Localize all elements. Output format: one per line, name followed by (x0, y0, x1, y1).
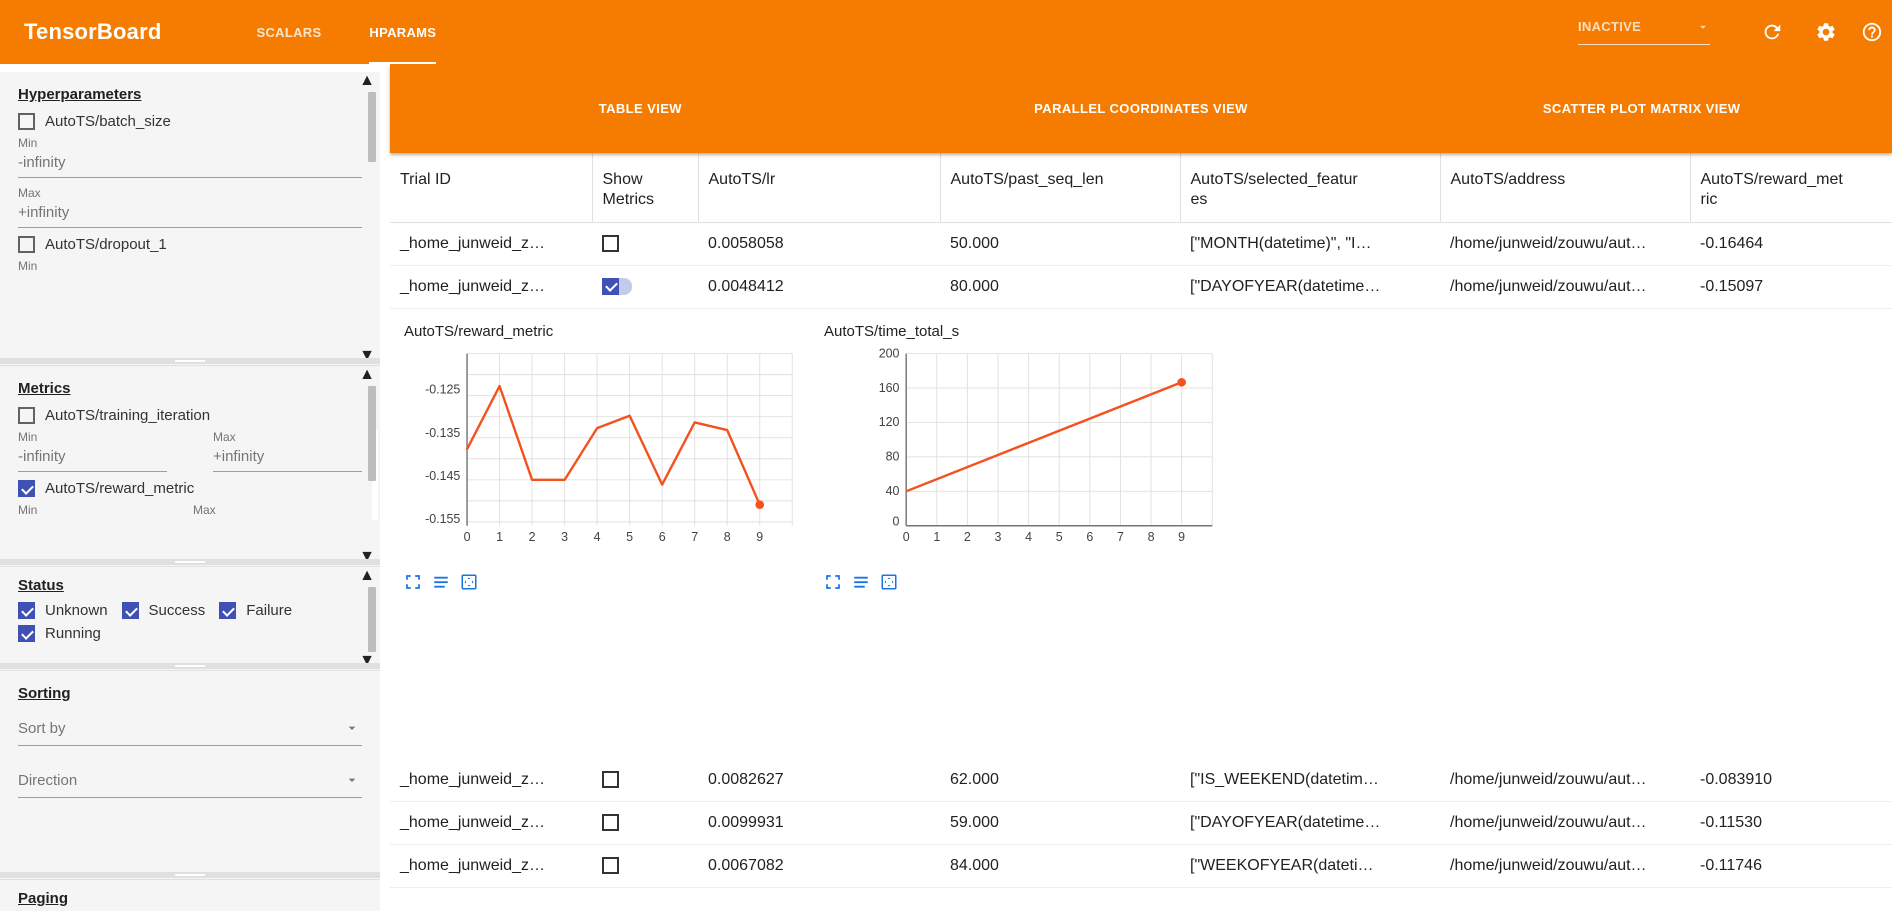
svg-text:80: 80 (886, 450, 900, 464)
svg-text:4: 4 (594, 530, 601, 544)
svg-text:0: 0 (464, 530, 471, 544)
svg-text:-0.145: -0.145 (425, 469, 460, 483)
svg-text:9: 9 (1178, 530, 1185, 544)
svg-text:7: 7 (1117, 530, 1124, 544)
svg-text:40: 40 (886, 484, 900, 498)
svg-text:2: 2 (964, 530, 971, 544)
svg-text:7: 7 (691, 530, 698, 544)
svg-text:0: 0 (903, 530, 910, 544)
svg-text:120: 120 (879, 415, 900, 429)
svg-text:200: 200 (879, 346, 900, 360)
svg-text:9: 9 (756, 530, 763, 544)
svg-text:3: 3 (995, 530, 1002, 544)
svg-text:8: 8 (1148, 530, 1155, 544)
svg-text:1: 1 (496, 530, 503, 544)
svg-text:-0.125: -0.125 (425, 383, 460, 397)
svg-text:5: 5 (1056, 530, 1063, 544)
svg-text:2: 2 (529, 530, 536, 544)
svg-text:0: 0 (893, 515, 900, 529)
svg-text:5: 5 (626, 530, 633, 544)
svg-text:160: 160 (879, 381, 900, 395)
svg-text:3: 3 (561, 530, 568, 544)
svg-text:8: 8 (724, 530, 731, 544)
svg-text:6: 6 (1086, 530, 1093, 544)
svg-text:-0.135: -0.135 (425, 426, 460, 440)
svg-text:4: 4 (1025, 530, 1032, 544)
svg-text:-0.155: -0.155 (425, 512, 460, 526)
svg-text:6: 6 (659, 530, 666, 544)
svg-text:1: 1 (933, 530, 940, 544)
